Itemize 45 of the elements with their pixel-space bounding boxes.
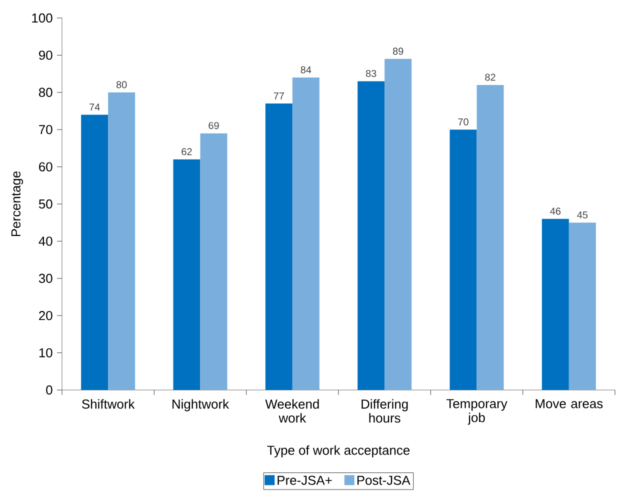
data-label: 84 [300,66,312,74]
y-tick-label: 20 [39,311,52,320]
y-tick-label: 10 [39,348,52,358]
bar [173,159,200,390]
y-tick-label: 70 [39,125,52,134]
x-tick-label: Nightwork [172,399,230,412]
data-label: 45 [577,211,588,218]
y-axis-title: Percentage [11,171,24,236]
bar [450,130,477,390]
y-tick-label: 90 [39,50,52,60]
legend-label: Post-JSA [357,476,410,485]
data-label: 83 [366,70,376,78]
bar [358,81,385,390]
data-label: 46 [550,208,561,215]
x-tick-label: Move areas [536,399,603,408]
data-label: 82 [485,74,496,81]
y-tick-label: 100 [32,13,52,23]
y-tick-label: 30 [38,274,52,283]
bar [542,218,569,390]
y-tick-label: 40 [38,236,52,246]
bar [81,114,108,390]
bar [292,78,320,390]
bar [476,84,504,390]
x-tick-label: Weekend work [265,399,319,423]
bar [108,92,136,390]
y-tick-label: 60 [39,162,52,172]
y-tick-label: 0 [46,385,52,395]
x-axis-title: Type of work acceptance [267,445,410,458]
data-label: 89 [392,48,404,55]
y-tick-label: 80 [38,88,52,97]
legend-label: Pre-JSA+ [278,476,332,485]
data-label: 62 [182,148,192,156]
bar [568,222,596,390]
bar [265,104,292,390]
data-label: 70 [458,118,468,126]
data-label: 77 [274,92,284,100]
x-tick-label: Differing hours [362,399,408,423]
data-label: 74 [90,104,100,111]
bar [384,58,412,390]
x-tick-label: Temporary job [446,399,508,425]
data-label: 80 [116,81,127,88]
bar [200,133,228,390]
x-tick-label: Shiftwork [82,399,135,409]
data-label: 69 [208,122,219,130]
y-tick-label: 50 [38,199,52,209]
